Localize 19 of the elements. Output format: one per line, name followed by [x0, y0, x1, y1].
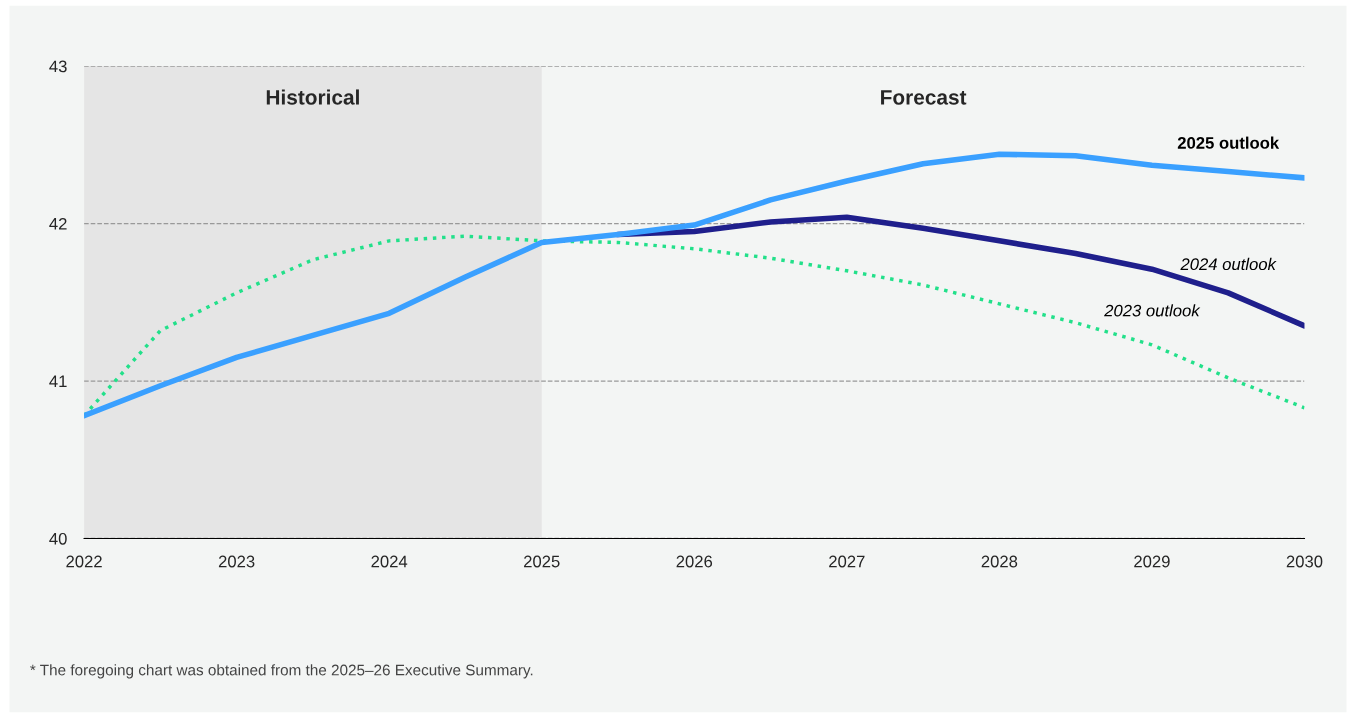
- x-tick-label: 2027: [829, 555, 865, 568]
- y-tick-label: 42: [49, 217, 67, 230]
- x-tick-label: 2023: [218, 555, 255, 568]
- x-tick-label: 2022: [66, 555, 102, 568]
- series-label: 2025 outlook: [1177, 136, 1280, 149]
- x-tick-label: 2025: [524, 555, 560, 568]
- x-tick-label: 2024: [371, 555, 408, 568]
- y-tick-label: 43: [49, 60, 67, 73]
- series-label: 2023 outlook: [1104, 304, 1201, 317]
- band-label: Historical: [266, 89, 359, 105]
- x-tick-label: 2029: [1134, 555, 1170, 568]
- y-tick-label: 40: [49, 532, 67, 545]
- x-tick-label: 2028: [981, 555, 1018, 568]
- series-label: 2024 outlook: [1180, 257, 1277, 271]
- y-tick-label: 41: [49, 375, 67, 388]
- annotation: Forecast: [881, 90, 967, 105]
- x-tick-label: 2026: [676, 555, 713, 568]
- text: * The foregoing chart was obtained from the 2025–26 Executive Summary.: [30, 664, 533, 679]
- x-tick-label: 2030: [1286, 555, 1323, 568]
